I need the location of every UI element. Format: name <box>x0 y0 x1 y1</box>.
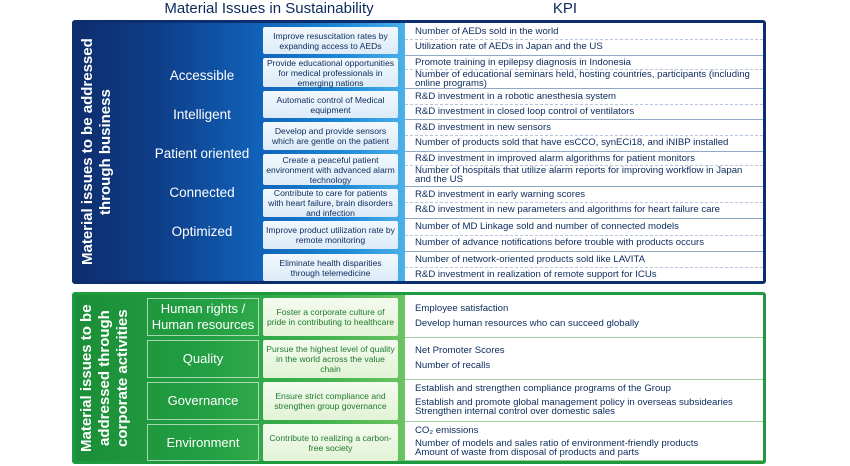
business-kpi-list: Number of AEDs sold in the world Utiliza… <box>405 23 763 281</box>
kpi-line: Number of network-oriented products sold… <box>415 255 645 265</box>
kpi-row: Number of MD Linkage sold and number of … <box>405 219 763 252</box>
kpi-line: Number of MD Linkage sold and number of … <box>415 222 679 232</box>
kpi-line: R&D investment in improved alarm algorit… <box>415 154 695 164</box>
kpi-row: R&D investment in a robotic anesthesia s… <box>405 89 763 120</box>
kpi-divider <box>405 135 763 136</box>
kpi-line: Number of models and sales ratio of envi… <box>415 439 699 449</box>
kpi-row: Employee satisfaction Develop human reso… <box>405 295 763 338</box>
category-patient-oriented: Patient oriented <box>154 146 250 161</box>
kpi-row: R&D investment in new sensors Number of … <box>405 120 763 152</box>
kpi-row: R&D investment in early warning scores R… <box>405 187 763 219</box>
kpi-line: Employee satisfaction <box>415 304 509 314</box>
corporate-panel: Material issues to be addressed through … <box>72 292 766 464</box>
kpi-line: Number of advance notifications before t… <box>415 238 705 248</box>
kpi-line: Number of recalls <box>415 361 491 371</box>
category-governance: Governance <box>147 382 259 420</box>
kpi-line: Number of AEDs sold in the world <box>415 27 559 37</box>
kpi-line: R&D investment in realization of remote … <box>415 270 657 280</box>
kpi-row: Net Promoter Scores Number of recalls <box>405 338 763 380</box>
issue-box: Develop and provide sensors which are ge… <box>263 122 398 150</box>
kpi-divider <box>405 39 763 40</box>
kpi-line: Develop human resources who can succeed … <box>415 319 639 329</box>
kpi-divider <box>405 104 763 105</box>
kpi-row: CO₂ emissions Number of models and sales… <box>405 422 763 461</box>
kpi-line: CO₂ emissions <box>415 426 479 436</box>
issue-box: Create a peaceful patient environment wi… <box>263 154 398 185</box>
kpi-line: Net Promoter Scores <box>415 346 505 356</box>
kpi-divider <box>405 235 763 236</box>
kpi-header: KPI <box>552 0 578 17</box>
kpi-line: Strengthen internal control over domesti… <box>415 407 615 417</box>
kpi-divider <box>405 267 763 268</box>
kpi-divider <box>405 69 763 70</box>
issue-box: Foster a corporate culture of pride in c… <box>263 298 398 336</box>
issue-box: Ensure strict compliance and strengthen … <box>263 382 398 420</box>
kpi-divider <box>405 202 763 203</box>
kpi-row: Number of AEDs sold in the world Utiliza… <box>405 23 763 56</box>
category-environment: Environment <box>147 424 259 461</box>
kpi-line: Promote training in epilepsy diagnosis i… <box>415 58 631 68</box>
category-human-rights: Human rights / Human resources <box>147 298 259 336</box>
issue-box: Pursue the highest level of quality in t… <box>263 340 398 378</box>
business-panel: Material issues to be addressed through … <box>72 20 766 284</box>
business-vertical-label: Material issues to be addressed through … <box>79 38 114 266</box>
kpi-line: Number of hospitals that utilize alarm r… <box>415 166 743 185</box>
issue-box: Provide educational opportunities for me… <box>263 58 398 88</box>
kpi-line: R&D investment in early warning scores <box>415 190 586 200</box>
business-categories: Accessible Intelligent Patient oriented … <box>143 23 261 281</box>
category-optimized: Optimized <box>171 224 233 239</box>
category-accessible: Accessible <box>169 68 235 83</box>
kpi-line: Amount of waste from disposal of product… <box>415 448 639 458</box>
corporate-kpi-list: Employee satisfaction Develop human reso… <box>405 295 763 461</box>
kpi-line: Number of products sold that have esCCO,… <box>415 138 729 148</box>
kpi-divider <box>405 165 763 166</box>
corporate-vertical-label-wrap: Material issues to be addressed through … <box>75 295 143 461</box>
issue-box: Eliminate health disparities through tel… <box>263 254 398 281</box>
kpi-line: R&D investment in closed loop control of… <box>415 107 635 117</box>
category-connected: Connected <box>169 185 235 200</box>
material-issues-header: Material Issues in Sustainability <box>164 0 374 17</box>
kpi-line: Utilization rate of AEDs in Japan and th… <box>415 42 603 52</box>
issue-box: Improve resuscitation rates by expanding… <box>263 27 398 54</box>
issue-box: Automatic control of Medical equipment <box>263 91 398 118</box>
kpi-line: R&D investment in a robotic anesthesia s… <box>415 92 617 102</box>
kpi-row: R&D investment in improved alarm algorit… <box>405 152 763 187</box>
kpi-row: Establish and strengthen compliance prog… <box>405 380 763 422</box>
kpi-row: Promote training in epilepsy diagnosis i… <box>405 56 763 89</box>
kpi-line: Establish and promote global management … <box>415 398 733 408</box>
kpi-line: Number of educational seminars held, hos… <box>415 70 750 89</box>
issue-box: Contribute to realizing a carbon-free so… <box>263 424 398 461</box>
issue-box: Improve product utilization rate by remo… <box>263 221 398 249</box>
category-quality: Quality <box>147 340 259 378</box>
corporate-vertical-label: Material issues to be addressed through … <box>78 304 131 452</box>
kpi-line: R&D investment in new parameters and alg… <box>415 205 721 215</box>
kpi-line: Establish and strengthen compliance prog… <box>415 384 671 394</box>
issue-box: Contribute to care for patients with hea… <box>263 188 398 218</box>
business-vertical-label-wrap: Material issues to be addressed through … <box>75 23 143 281</box>
category-intelligent: Intelligent <box>173 107 231 122</box>
kpi-line: R&D investment in new sensors <box>415 123 551 133</box>
kpi-row: Number of network-oriented products sold… <box>405 252 763 281</box>
